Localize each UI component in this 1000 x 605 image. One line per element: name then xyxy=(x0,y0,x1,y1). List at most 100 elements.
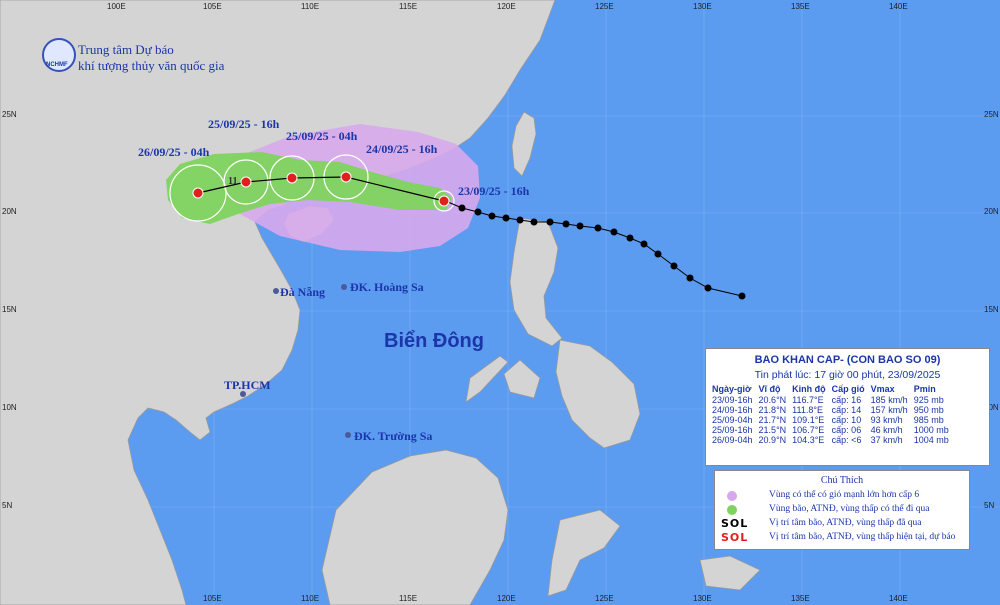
cell: cấp: <6 xyxy=(831,435,862,445)
lon-label: 110E xyxy=(301,2,320,11)
lon-label: 115E xyxy=(399,2,418,11)
cell: 116.7°E xyxy=(792,395,824,405)
forecast-positions xyxy=(192,171,450,207)
past-storm-symbols-icon: SOL xyxy=(721,517,749,530)
cell: 21.5°N xyxy=(758,425,787,435)
cell: 25/09-04h xyxy=(712,415,753,425)
org-name: Trung tâm Dự báo khí tượng thủy văn quốc… xyxy=(78,42,224,74)
lon-label: 120E xyxy=(497,594,516,603)
org-line2: khí tượng thủy văn quốc gia xyxy=(78,58,225,73)
col-header: Ngày-giờ xyxy=(712,384,752,394)
track-label-11: 11 xyxy=(228,176,238,187)
place-da-nang: Đà Nẵng xyxy=(280,285,326,299)
cell: 950 mb xyxy=(913,405,944,415)
legend-item: SOL Vị trí tâm bão, ATNĐ, vùng thấp đã q… xyxy=(715,517,969,531)
lon-label: 110E xyxy=(301,594,320,603)
lon-label: 130E xyxy=(693,594,712,603)
table-row: 26/09-04h 20.9°N 104.3°E cấp: <6 37 km/h 1004… xyxy=(710,435,953,445)
lat-label: 20N xyxy=(984,207,999,216)
legend-text: Vị trí tâm bão, ATNĐ, vùng thấp đã qua xyxy=(769,518,922,528)
cell: 37 km/h xyxy=(870,435,903,445)
lat-label: 20N xyxy=(2,207,17,216)
lon-label: 100E xyxy=(107,2,126,11)
lat-label: 5N xyxy=(984,501,995,510)
info-issued: Tin phát lúc: 17 giờ 00 phút, 23/09/2025 xyxy=(754,369,941,381)
lon-label: 140E xyxy=(889,594,908,603)
cell: cấp: 16 xyxy=(831,395,862,405)
sea-label: Biển Đông xyxy=(384,330,484,352)
legend-item: Vùng có thể có gió mạnh lớn hơn cấp 6 xyxy=(715,489,969,503)
cell: cấp: 10 xyxy=(831,415,862,425)
cell: 93 km/h xyxy=(870,415,903,425)
legend-title: Chú Thích xyxy=(820,475,864,486)
table-header-row: Ngày-giờ Vĩ độ Kinh độ Cấp gió Vmax Pmin xyxy=(710,384,953,395)
col-header: Vĩ độ xyxy=(758,384,781,394)
track-label-p3: 25/09/25 - 16h xyxy=(208,117,280,131)
lon-label: 115E xyxy=(399,594,418,603)
place-truong-sa: ĐK. Trường Sa xyxy=(354,429,433,443)
lat-label: 25N xyxy=(984,110,999,119)
track-label-p2: 25/09/25 - 04h xyxy=(286,129,358,143)
lon-label: 125E xyxy=(595,594,614,603)
place-marker xyxy=(273,288,279,294)
legend-item: SOL Vị trí tâm bão, ATNĐ, vùng thấp hiện… xyxy=(715,531,969,545)
place-marker xyxy=(341,284,347,290)
legend-panel: Chú Thích Vùng có thể có gió mạnh lớn hơ… xyxy=(714,470,970,550)
cell: 106.7°E xyxy=(792,425,825,435)
lat-label: 10N xyxy=(984,403,999,412)
cell: 925 mb xyxy=(913,395,944,405)
table-row: 25/09-16h 21.5°N 106.7°E cấp: 06 46 km/h 1000… xyxy=(710,425,953,435)
green-swatch-icon xyxy=(727,505,737,515)
place-marker xyxy=(240,391,246,397)
cell: 104.3°E xyxy=(792,435,825,445)
forecast-cone xyxy=(166,152,452,224)
place-hoang-sa: ĐK. Hoàng Sa xyxy=(350,280,424,294)
cell: 1004 mb xyxy=(913,435,949,445)
cell: 21.8°N xyxy=(758,405,787,415)
lat-label: 15N xyxy=(2,305,17,314)
lon-label: 105E xyxy=(203,594,222,603)
cell: 1000 mb xyxy=(913,425,949,435)
lon-label: 140E xyxy=(889,2,908,11)
col-header: Kinh độ xyxy=(792,384,826,394)
lon-label: 135E xyxy=(791,594,810,603)
cell: 109.1°E xyxy=(792,415,825,425)
cell: cấp: 14 xyxy=(831,405,862,415)
track-label-p1: 24/09/25 - 16h xyxy=(366,142,438,156)
lat-label: 10N xyxy=(2,403,17,412)
place-marker xyxy=(345,432,351,438)
lon-label: 125E xyxy=(595,2,614,11)
place-hcm: TP.HCM xyxy=(224,378,271,392)
lon-label: 120E xyxy=(497,2,516,11)
cell: 25/09-16h xyxy=(712,425,753,435)
cell: 111.8°E xyxy=(792,405,823,415)
cell: 20.9°N xyxy=(758,435,787,445)
legend-text: Vùng có thể có gió mạnh lớn hơn cấp 6 xyxy=(769,490,920,500)
track-label-p4: 26/09/25 - 04h xyxy=(138,145,210,159)
cell: cấp: 06 xyxy=(831,425,862,435)
table-row: 25/09-04h 21.7°N 109.1°E cấp: 10 93 km/h 985 … xyxy=(710,415,953,425)
cell: 985 mb xyxy=(913,415,944,425)
track-label-p0: 23/09/25 - 16h xyxy=(458,184,530,198)
legend-text: Vùng bão, ATNĐ, vùng thấp có thể đi qua xyxy=(769,504,930,514)
table-row: 24/09-16h 21.8°N 111.8°E cấp: 14 157 km/h 950… xyxy=(710,405,953,415)
table-row: 23/09-16h 20.6°N 116.7°E cấp: 16 185 km/h 925… xyxy=(710,395,953,405)
forecast-storm-symbols-icon: SOL xyxy=(721,531,749,544)
info-title: BAO KHAN CAP- (CON BAO SO 09) xyxy=(754,354,941,366)
cell: 46 km/h xyxy=(870,425,903,435)
legend-text: Vị trí tâm bão, ATNĐ, vùng thấp hiện tại… xyxy=(769,532,956,542)
lon-label: 105E xyxy=(203,2,222,11)
lat-label: 5N xyxy=(2,501,13,510)
org-line1: Trung tâm Dự báo xyxy=(78,42,174,57)
cell: 185 km/h xyxy=(870,395,908,405)
forecast-table: Ngày-giờ Vĩ độ Kinh độ Cấp gió Vmax Pmin… xyxy=(710,384,953,445)
storm-info-panel: BAO KHAN CAP- (CON BAO SO 09) Tin phát l… xyxy=(705,348,990,466)
cell: 24/09-16h xyxy=(712,405,753,415)
cell: 157 km/h xyxy=(870,405,908,415)
lat-label: 25N xyxy=(2,110,17,119)
lon-label: 135E xyxy=(791,2,810,11)
col-header: Vmax xyxy=(870,384,895,394)
cell: 21.7°N xyxy=(758,415,787,425)
col-header: Pmin xyxy=(913,384,936,394)
